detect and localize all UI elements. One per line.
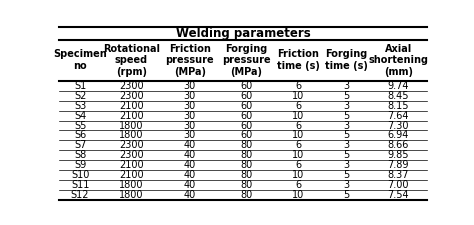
Text: 60: 60 <box>240 110 252 121</box>
Text: 2300: 2300 <box>119 150 144 160</box>
Text: 5: 5 <box>343 130 349 140</box>
Text: 30: 30 <box>183 121 196 130</box>
Text: 40: 40 <box>183 180 196 190</box>
Text: S9: S9 <box>74 160 86 170</box>
Text: 30: 30 <box>183 91 196 101</box>
Text: 6: 6 <box>295 140 301 151</box>
Text: S10: S10 <box>71 170 89 180</box>
Text: S7: S7 <box>74 140 86 151</box>
Text: S4: S4 <box>74 110 86 121</box>
Text: Friction
pressure
(MPa): Friction pressure (MPa) <box>165 43 214 77</box>
Text: 8.37: 8.37 <box>388 170 409 180</box>
Text: 60: 60 <box>240 91 252 101</box>
Text: 10: 10 <box>292 150 304 160</box>
Text: 9.74: 9.74 <box>388 81 409 91</box>
Text: 7.30: 7.30 <box>388 121 409 130</box>
Text: 3: 3 <box>343 140 349 151</box>
Text: 30: 30 <box>183 130 196 140</box>
Text: 6.94: 6.94 <box>388 130 409 140</box>
Text: 10: 10 <box>292 110 304 121</box>
Text: 6: 6 <box>295 121 301 130</box>
Text: 60: 60 <box>240 130 252 140</box>
Text: 7.64: 7.64 <box>388 110 409 121</box>
Text: 30: 30 <box>183 110 196 121</box>
Text: 40: 40 <box>183 140 196 151</box>
Text: 40: 40 <box>183 190 196 200</box>
Text: 80: 80 <box>240 140 252 151</box>
Text: 30: 30 <box>183 101 196 110</box>
Text: 2100: 2100 <box>119 170 144 180</box>
Text: 2300: 2300 <box>119 81 144 91</box>
Text: 1800: 1800 <box>119 190 144 200</box>
Text: 8.15: 8.15 <box>388 101 409 110</box>
Text: 60: 60 <box>240 121 252 130</box>
Text: 6: 6 <box>295 160 301 170</box>
Text: 1800: 1800 <box>119 180 144 190</box>
Text: 10: 10 <box>292 130 304 140</box>
Text: 80: 80 <box>240 160 252 170</box>
Text: 80: 80 <box>240 180 252 190</box>
Text: 5: 5 <box>343 190 349 200</box>
Text: 5: 5 <box>343 110 349 121</box>
Text: 6: 6 <box>295 101 301 110</box>
Text: Axial
shortening
(mm): Axial shortening (mm) <box>368 43 428 77</box>
Text: 2100: 2100 <box>119 101 144 110</box>
Text: 7.89: 7.89 <box>388 160 409 170</box>
Text: 3: 3 <box>343 160 349 170</box>
Text: S3: S3 <box>74 101 86 110</box>
Text: 60: 60 <box>240 101 252 110</box>
Text: 1800: 1800 <box>119 121 144 130</box>
Text: 8.66: 8.66 <box>388 140 409 151</box>
Text: S11: S11 <box>71 180 89 190</box>
Text: 10: 10 <box>292 91 304 101</box>
Text: Forging
pressure
(MPa): Forging pressure (MPa) <box>222 43 270 77</box>
Text: 3: 3 <box>343 180 349 190</box>
Text: 60: 60 <box>240 81 252 91</box>
Text: 5: 5 <box>343 170 349 180</box>
Text: 80: 80 <box>240 170 252 180</box>
Text: 7.54: 7.54 <box>388 190 409 200</box>
Text: Rotational
speed
(rpm): Rotational speed (rpm) <box>103 43 160 77</box>
Text: 80: 80 <box>240 190 252 200</box>
Text: 7.00: 7.00 <box>388 180 409 190</box>
Text: S1: S1 <box>74 81 86 91</box>
Text: 5: 5 <box>343 150 349 160</box>
Text: Forging
time (s): Forging time (s) <box>325 49 368 71</box>
Text: S8: S8 <box>74 150 86 160</box>
Text: 3: 3 <box>343 121 349 130</box>
Text: S12: S12 <box>71 190 90 200</box>
Text: 3: 3 <box>343 81 349 91</box>
Text: 40: 40 <box>183 160 196 170</box>
Text: 2300: 2300 <box>119 91 144 101</box>
Text: Specimen
no: Specimen no <box>53 49 107 71</box>
Text: 6: 6 <box>295 180 301 190</box>
Text: S5: S5 <box>74 121 86 130</box>
Text: 30: 30 <box>183 81 196 91</box>
Text: S6: S6 <box>74 130 86 140</box>
Text: 2100: 2100 <box>119 160 144 170</box>
Text: 80: 80 <box>240 150 252 160</box>
Text: 40: 40 <box>183 150 196 160</box>
Text: 5: 5 <box>343 91 349 101</box>
Text: 2100: 2100 <box>119 110 144 121</box>
Text: Friction
time (s): Friction time (s) <box>277 49 319 71</box>
Text: Welding parameters: Welding parameters <box>175 27 310 40</box>
Text: 2300: 2300 <box>119 140 144 151</box>
Text: S2: S2 <box>74 91 86 101</box>
Text: 8.45: 8.45 <box>388 91 409 101</box>
Text: 6: 6 <box>295 81 301 91</box>
Text: 10: 10 <box>292 170 304 180</box>
Text: 40: 40 <box>183 170 196 180</box>
Text: 9.85: 9.85 <box>388 150 409 160</box>
Text: 10: 10 <box>292 190 304 200</box>
Text: 1800: 1800 <box>119 130 144 140</box>
Text: 3: 3 <box>343 101 349 110</box>
